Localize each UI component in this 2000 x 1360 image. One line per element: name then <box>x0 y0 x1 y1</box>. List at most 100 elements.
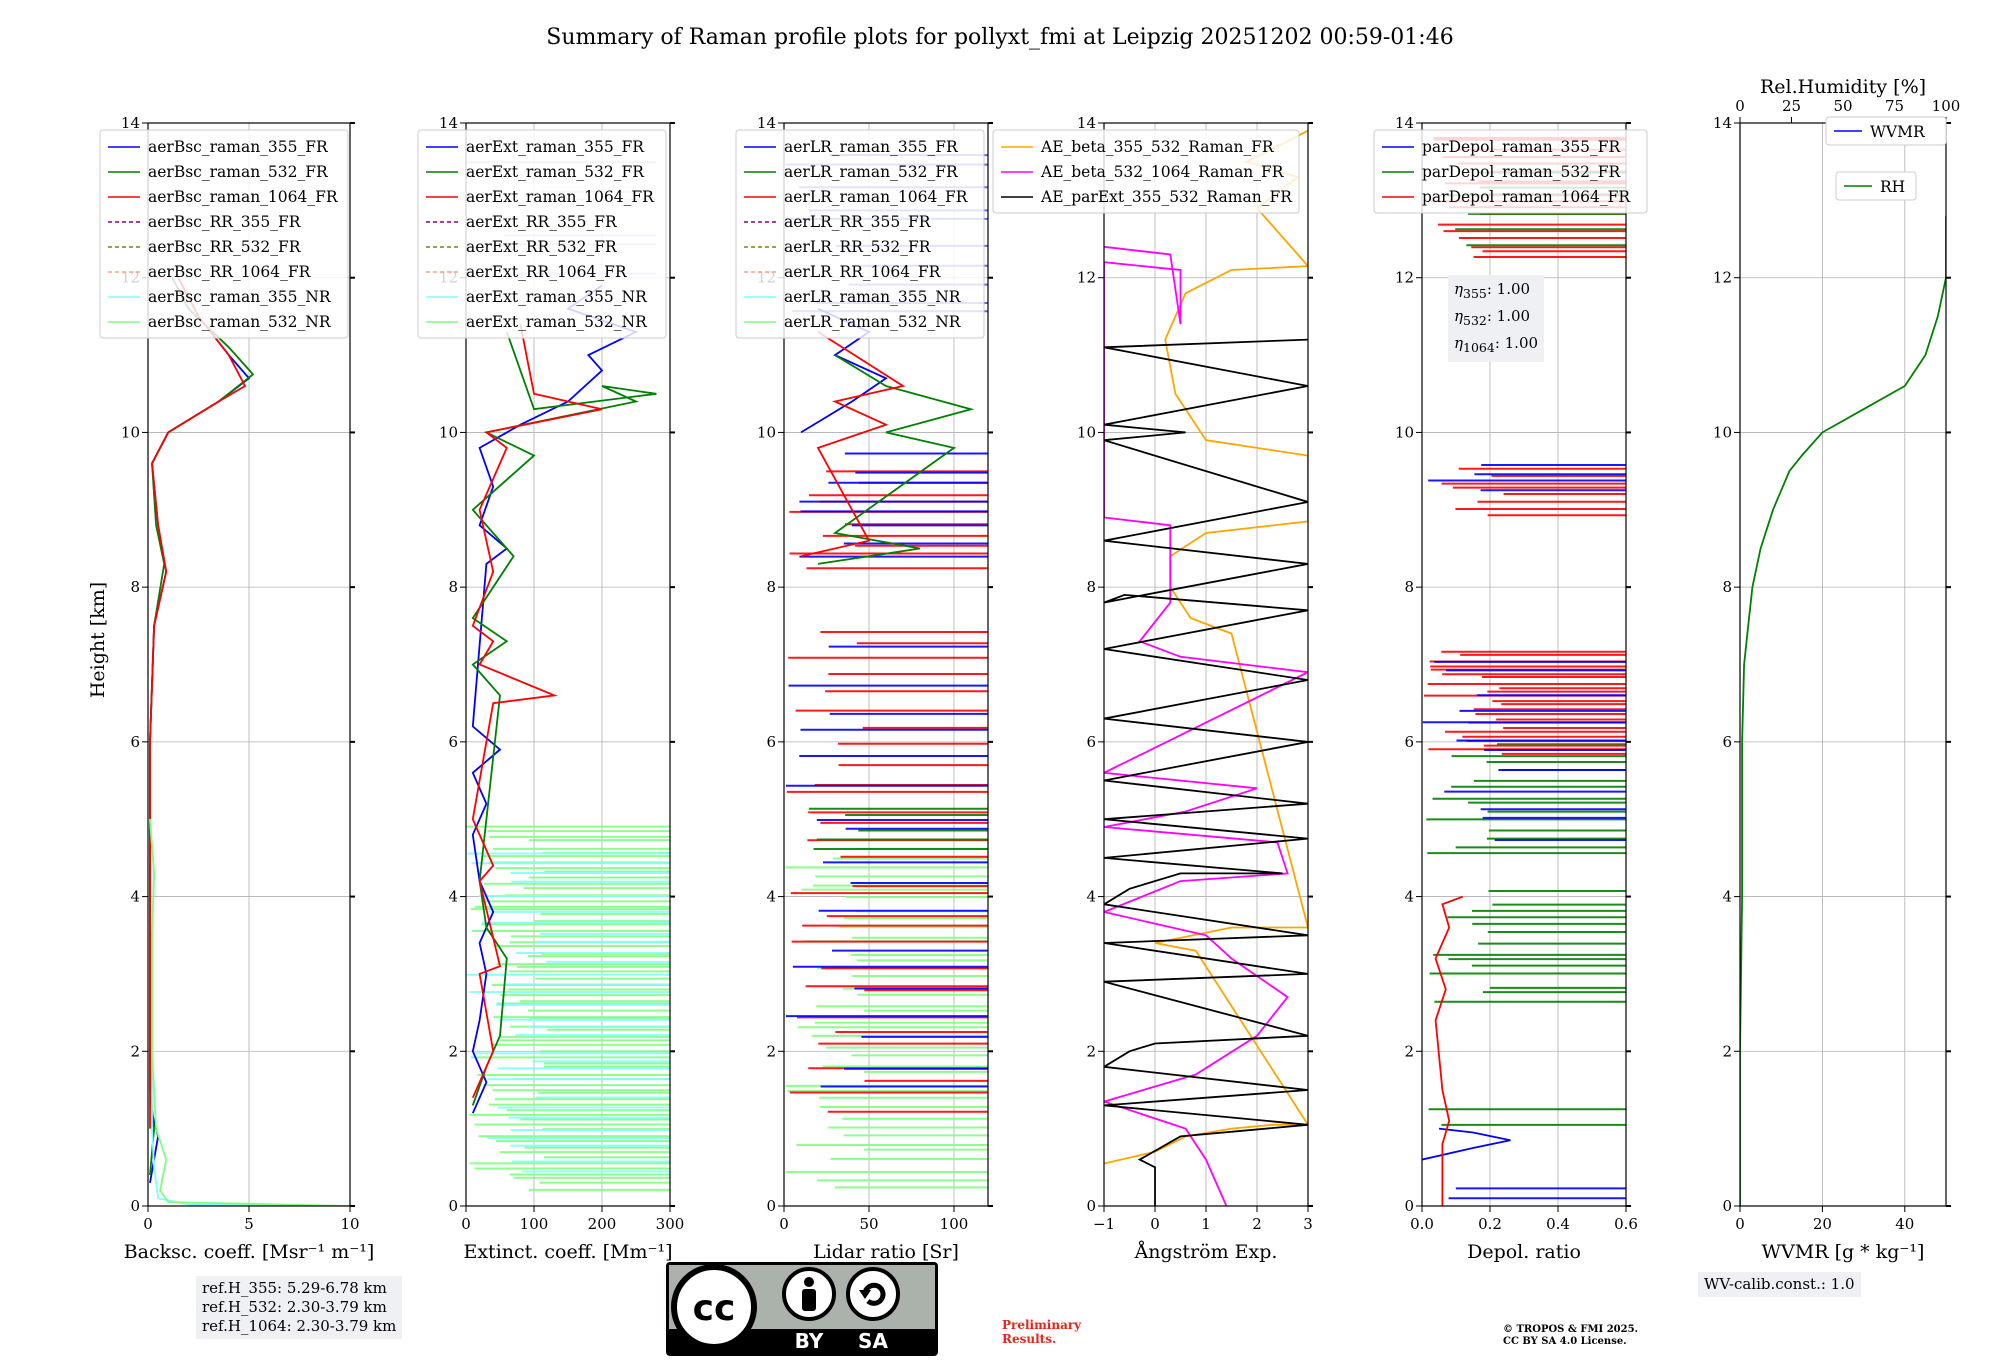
y-tick-label: 6 <box>1404 733 1414 751</box>
y-tick-label: 6 <box>1086 733 1096 751</box>
series-aerExt_raman_1064_FR <box>471 323 603 1099</box>
y-tick-label: 8 <box>1404 578 1414 596</box>
y-tick-label: 12 <box>1395 269 1414 287</box>
x-axis-label: Backsc. coeff. [Msr⁻¹ m⁻¹] <box>124 1241 375 1263</box>
y-tick-label: 4 <box>766 888 776 906</box>
top-tick-label: 100 <box>1932 97 1961 115</box>
x-tick-label: 50 <box>859 1215 878 1233</box>
legend-label-WVMR: WVMR <box>1870 123 1926 141</box>
legend-label-aerExt_raman_532_NR: aerExt_raman_532_NR <box>466 313 648 331</box>
x-tick-label: 0.4 <box>1546 1215 1570 1233</box>
top-tick-label: 50 <box>1833 97 1852 115</box>
x-axis-label: Extinct. coeff. [Mm⁻¹] <box>463 1241 672 1263</box>
series-parDepol_raman_355_FR <box>1422 1127 1511 1161</box>
legend-label-parDepol_raman_532_FR: parDepol_raman_532_FR <box>1422 163 1622 181</box>
y-tick-label: 8 <box>130 578 140 596</box>
by-label: BY <box>795 1329 824 1353</box>
legend-label-aerExt_raman_355_NR: aerExt_raman_355_NR <box>466 288 648 306</box>
y-tick-label: 0 <box>1722 1197 1732 1215</box>
legend-label-aerBsc_raman_532_FR: aerBsc_raman_532_FR <box>148 163 329 181</box>
eta-355: η355: 1.00 <box>1454 280 1531 301</box>
eta-box: η355: 1.00 η532: 1.00 η1064: 1.00 <box>1448 275 1545 362</box>
panel-wv: 0 20 40 0 2 4 6 8 10 12 14 WVMR [g * kg⁻¹] 0 25 50 75 10… <box>1713 76 1960 1263</box>
y-tick-label: 4 <box>130 888 140 906</box>
y-tick-label: 6 <box>448 733 458 751</box>
panel-ext: 010020030002468101214Extinct. coeff. [Mm… <box>417 114 685 1263</box>
legend-box <box>1835 171 1917 201</box>
legend-label-RH: RH <box>1880 178 1905 196</box>
y-tick-label: 2 <box>448 1042 458 1060</box>
y-tick-label: 6 <box>130 733 140 751</box>
legend-box <box>992 129 1300 214</box>
eta-532: η532: 1.00 <box>1454 307 1531 328</box>
legend-label-aerExt_RR_355_FR: aerExt_RR_355_FR <box>466 213 618 231</box>
x-tick-label: 0.0 <box>1410 1215 1434 1233</box>
y-tick-label: 8 <box>766 578 776 596</box>
legend-label-aerExt_RR_1064_FR: aerExt_RR_1064_FR <box>466 263 628 281</box>
series-AE_parExt_355_532_Raman_FR <box>1104 338 1308 1206</box>
x-tick-label: 300 <box>656 1215 685 1233</box>
x-tick-label: 40 <box>1895 1215 1914 1233</box>
x-tick-label: 5 <box>244 1215 254 1233</box>
series-RH <box>1740 215 1946 1206</box>
y-tick-label: 10 <box>1077 423 1096 441</box>
y-tick-label: 14 <box>1713 114 1732 132</box>
y-tick-label: 14 <box>1077 114 1096 132</box>
wv-calib-box: WV-calib.const.: 1.0 <box>1698 1272 1861 1297</box>
y-tick-label: 12 <box>1077 269 1096 287</box>
legend-box <box>1373 129 1648 214</box>
x-axis-label: Lidar ratio [Sr] <box>813 1241 959 1263</box>
x-tick-label: 100 <box>520 1215 549 1233</box>
panel-depol: 0.0 0.2 0.4 0.6 0 2 4 6 8 10 12 14 Depol. ratio parDe… <box>1373 114 1648 1263</box>
x-tick-label: 1 <box>1201 1215 1211 1233</box>
data-ae <box>1104 129 1308 1206</box>
y-tick-label: 6 <box>1722 733 1732 751</box>
y-tick-label: 2 <box>130 1042 140 1060</box>
x-tick-label: 0.6 <box>1614 1215 1638 1233</box>
legend-label-AE_beta_355_532_Raman_FR: AE_beta_355_532_Raman_FR <box>1040 138 1275 156</box>
axes-frame <box>465 122 671 1207</box>
y-tick-label: 8 <box>1086 578 1096 596</box>
x-tick-label: 0.2 <box>1478 1215 1502 1233</box>
legend-label-aerBsc_RR_532_FR: aerBsc_RR_532_FR <box>148 238 302 256</box>
preliminary-note: Preliminary Results. <box>1002 1318 1082 1346</box>
data-wv <box>1740 215 1946 1206</box>
y-tick-label: 0 <box>448 1197 458 1215</box>
x-axis-label: Depol. ratio <box>1467 1241 1581 1263</box>
legend-label-aerLR_raman_532_FR: aerLR_raman_532_FR <box>784 163 959 181</box>
legend-label-aerBsc_RR_1064_FR: aerBsc_RR_1064_FR <box>148 263 312 281</box>
legend-label-aerExt_raman_1064_FR: aerExt_raman_1064_FR <box>466 188 655 206</box>
y-tick-label: 14 <box>439 114 458 132</box>
legend-box <box>1825 116 1947 146</box>
legend-box <box>99 129 349 339</box>
y-tick-label: 10 <box>757 423 776 441</box>
wv-calib-const: WV-calib.const.: 1.0 <box>1704 1275 1855 1293</box>
axes-frame <box>783 122 989 1207</box>
legend-label-aerBsc_raman_1064_FR: aerBsc_raman_1064_FR <box>148 188 339 206</box>
y-tick-label: 12 <box>1713 269 1732 287</box>
legend-label-aerLR_RR_355_FR: aerLR_RR_355_FR <box>784 213 932 231</box>
y-tick-label: 0 <box>130 1197 140 1215</box>
legend-label-aerLR_raman_532_NR: aerLR_raman_532_NR <box>784 313 962 331</box>
series-aerBsc_raman_1064_FR <box>149 277 247 1129</box>
legend-label-aerLR_raman_1064_FR: aerLR_raman_1064_FR <box>784 188 969 206</box>
y-tick-label: 14 <box>1395 114 1414 132</box>
x-tick-label: 2 <box>1252 1215 1262 1233</box>
axes-frame <box>1421 122 1627 1207</box>
y-tick-label: 10 <box>1395 423 1414 441</box>
y-axis-label: Height [km] <box>87 582 109 698</box>
legend-label-aerLR_raman_355_NR: aerLR_raman_355_NR <box>784 288 962 306</box>
ref-height-532: ref.H_532: 2.30-3.79 km <box>202 1298 387 1316</box>
legend-label-aerBsc_raman_355_FR: aerBsc_raman_355_FR <box>148 138 329 156</box>
grid-wv <box>1739 123 1946 1206</box>
x-tick-label: 10 <box>340 1215 359 1233</box>
x-tick-label: 0 <box>779 1215 789 1233</box>
y-tick-label: 8 <box>1722 578 1732 596</box>
sa-label: SA <box>858 1329 888 1353</box>
y-tick-label: 6 <box>766 733 776 751</box>
y-tick-label: 8 <box>448 578 458 596</box>
top-tick-label: 75 <box>1885 97 1904 115</box>
series-aerBsc_raman_355_NR <box>149 819 350 1206</box>
